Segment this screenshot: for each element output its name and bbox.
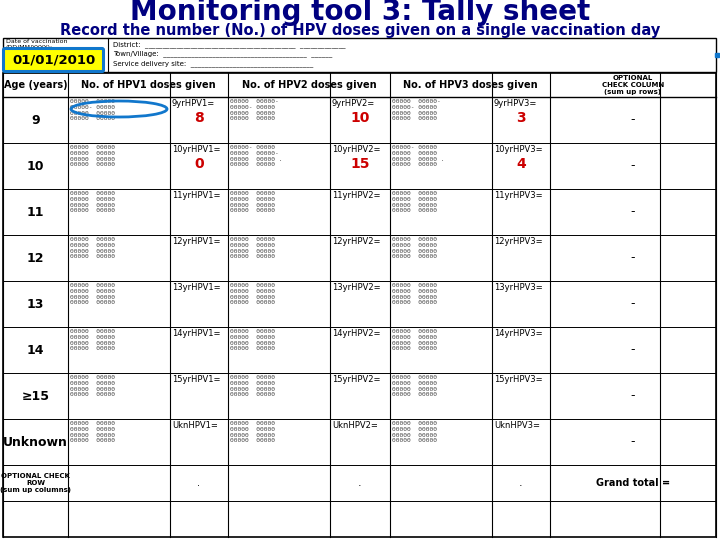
Text: 00000  00000
00000  00000
00000  00000
00000  00000: 00000 00000 00000 00000 00000 00000 0000… <box>230 237 275 259</box>
Text: 4: 4 <box>516 157 526 171</box>
Text: 11yrHPV1=: 11yrHPV1= <box>172 191 220 200</box>
Text: 15yrHPV3=: 15yrHPV3= <box>494 375 543 384</box>
Text: 00000  00000
00000  00000
00000  00000
00000  00000: 00000 00000 00000 00000 00000 00000 0000… <box>70 421 115 443</box>
Text: Unknown: Unknown <box>3 435 68 449</box>
Text: 00000  00000
00000  00000
00000  00000
00000  00000: 00000 00000 00000 00000 00000 00000 0000… <box>70 329 115 352</box>
Text: 9yrHPV2=: 9yrHPV2= <box>332 99 375 108</box>
Text: 9: 9 <box>31 113 40 126</box>
Text: 00000  00000
00000  00000
00000  00000
00000  00000: 00000 00000 00000 00000 00000 00000 0000… <box>392 375 437 397</box>
Text: 00000  00000
00000  00000
00000  00000
00000  00000: 00000 00000 00000 00000 00000 00000 0000… <box>392 237 437 259</box>
Text: No. of HPV3 doses given: No. of HPV3 doses given <box>402 80 537 90</box>
Text: 00000  00000
00000  00000
00000  00000
00000  00000: 00000 00000 00000 00000 00000 00000 0000… <box>230 283 275 306</box>
Text: 10: 10 <box>27 159 44 172</box>
Text: Service delivery site:  ___________________________________: Service delivery site: _________________… <box>113 60 313 67</box>
Text: 00000  00000
00000  00000
00000  00000
00000  00000: 00000 00000 00000 00000 00000 00000 0000… <box>70 375 115 397</box>
Text: UknHPV3=: UknHPV3= <box>494 421 540 430</box>
Text: UknHPV2=: UknHPV2= <box>332 421 378 430</box>
Text: 3: 3 <box>516 111 526 125</box>
Text: Date of vaccination
(DD/MM/YYYY):: Date of vaccination (DD/MM/YYYY): <box>6 39 68 50</box>
Text: -: - <box>631 113 635 126</box>
Text: 12yrHPV3=: 12yrHPV3= <box>494 237 543 246</box>
Text: .: . <box>197 478 200 488</box>
Text: 00000  00000
00000  00000
00000  00000
00000  00000: 00000 00000 00000 00000 00000 00000 0000… <box>392 191 437 213</box>
Bar <box>3 73 716 537</box>
Text: -: - <box>631 435 635 449</box>
Text: 8: 8 <box>194 111 204 125</box>
Text: 01/01/2010: 01/01/2010 <box>12 53 96 66</box>
Text: 00000  00000
00000  00000
00000  00000
00000  00000: 00000 00000 00000 00000 00000 00000 0000… <box>70 237 115 259</box>
Text: 00000  00000
00000  00000
00000  00000
00000  00000: 00000 00000 00000 00000 00000 00000 0000… <box>70 145 115 167</box>
Text: Record the number (No.) of HPV doses given on a single vaccination day: Record the number (No.) of HPV doses giv… <box>60 24 660 38</box>
Text: ≥15: ≥15 <box>22 389 50 402</box>
Text: 00000  00000
00000  00000
00000  00000
00000  00000: 00000 00000 00000 00000 00000 00000 0000… <box>230 191 275 213</box>
Text: 00000  00000
00000  00000
00000  00000
00000  00000: 00000 00000 00000 00000 00000 00000 0000… <box>392 421 437 443</box>
Text: 00000  00000-
00000- 00000
00000  00000
00000  00000: 00000 00000- 00000- 00000 00000 00000 00… <box>70 99 119 122</box>
Text: 10yrHPV3=: 10yrHPV3= <box>494 145 543 154</box>
Text: 10yrHPV2=: 10yrHPV2= <box>332 145 380 154</box>
Text: 9yrHPV3=: 9yrHPV3= <box>494 99 537 108</box>
Text: 0: 0 <box>194 157 204 171</box>
Text: Age (years): Age (years) <box>4 80 67 90</box>
Text: -: - <box>631 206 635 219</box>
Text: Town/Village:  _________________________________________  ______: Town/Village: __________________________… <box>113 51 332 57</box>
Text: Grand total =: Grand total = <box>596 478 670 488</box>
Text: 11: 11 <box>27 206 44 219</box>
Text: -: - <box>631 343 635 356</box>
Text: 9yrHPV1=: 9yrHPV1= <box>172 99 215 108</box>
Text: 00000  00000
00000  00000
00000  00000
00000  00000: 00000 00000 00000 00000 00000 00000 0000… <box>230 329 275 352</box>
Text: 00000  00000
00000  00000
00000  00000
00000  00000: 00000 00000 00000 00000 00000 00000 0000… <box>70 283 115 306</box>
Text: 11yrHPV3=: 11yrHPV3= <box>494 191 543 200</box>
Text: 13yrHPV3=: 13yrHPV3= <box>494 283 543 292</box>
Text: 10: 10 <box>351 111 369 125</box>
Text: 13yrHPV1=: 13yrHPV1= <box>172 283 220 292</box>
Text: 14yrHPV2=: 14yrHPV2= <box>332 329 380 338</box>
Text: District:  ___________________________________________  _____________: District: ______________________________… <box>113 41 346 48</box>
Text: 00000  00000
00000  00000
00000  00000
00000  00000: 00000 00000 00000 00000 00000 00000 0000… <box>230 375 275 397</box>
Text: 00000  00000
00000  00000
00000  00000
00000  00000: 00000 00000 00000 00000 00000 00000 0000… <box>230 421 275 443</box>
Text: 00000  00000
00000  00000
00000  00000
00000  00000: 00000 00000 00000 00000 00000 00000 0000… <box>392 329 437 352</box>
Text: 14: 14 <box>27 343 44 356</box>
Text: 11yrHPV2=: 11yrHPV2= <box>332 191 380 200</box>
Text: Monitoring tool 3: Tally sheet: Monitoring tool 3: Tally sheet <box>130 0 590 26</box>
Text: No. of HPV2 doses given: No. of HPV2 doses given <box>242 80 377 90</box>
Text: 10yrHPV1=: 10yrHPV1= <box>172 145 220 154</box>
Text: 15: 15 <box>350 157 370 171</box>
Text: 00000  00000-
00000- 00000
00000  00000
00000  00000: 00000 00000- 00000- 00000 00000 00000 00… <box>230 99 279 122</box>
Text: 13yrHPV2=: 13yrHPV2= <box>332 283 381 292</box>
Text: UknHPV1=: UknHPV1= <box>172 421 218 430</box>
Text: 14yrHPV1=: 14yrHPV1= <box>172 329 220 338</box>
Bar <box>3 38 716 72</box>
Text: OPTIONAL CHECK
ROW
(sum up columns): OPTIONAL CHECK ROW (sum up columns) <box>0 473 71 493</box>
Text: 00000- 00000
00000  00000-
00000  00000 .
00000  00000: 00000- 00000 00000 00000- 00000 00000 . … <box>230 145 282 167</box>
Text: .: . <box>358 478 362 488</box>
Text: -: - <box>631 298 635 310</box>
Text: 15yrHPV2=: 15yrHPV2= <box>332 375 380 384</box>
Text: OPTIONAL
CHECK COLUMN
(sum up rows): OPTIONAL CHECK COLUMN (sum up rows) <box>602 75 664 95</box>
FancyBboxPatch shape <box>4 49 104 71</box>
Text: 15yrHPV1=: 15yrHPV1= <box>172 375 220 384</box>
Text: -: - <box>631 389 635 402</box>
Text: 00000- 00000
00000  00000
00000  00000 .
00000  00000: 00000- 00000 00000 00000 00000 00000 . 0… <box>392 145 444 167</box>
Text: .: . <box>519 478 523 488</box>
Text: 12yrHPV2=: 12yrHPV2= <box>332 237 380 246</box>
Text: 12yrHPV1=: 12yrHPV1= <box>172 237 220 246</box>
Text: 00000  00000-
00000- 00000
00000  00000
00000  00000: 00000 00000- 00000- 00000 00000 00000 00… <box>392 99 441 122</box>
Text: 14yrHPV3=: 14yrHPV3= <box>494 329 543 338</box>
Text: -: - <box>631 159 635 172</box>
Text: 00000  00000
00000  00000
00000  00000
00000  00000: 00000 00000 00000 00000 00000 00000 0000… <box>70 191 115 213</box>
Text: No. of HPV1 doses given: No. of HPV1 doses given <box>81 80 215 90</box>
Text: -: - <box>631 252 635 265</box>
Text: 12: 12 <box>27 252 44 265</box>
Text: 13: 13 <box>27 298 44 310</box>
Text: 00000  00000
00000  00000
00000  00000
00000  00000: 00000 00000 00000 00000 00000 00000 0000… <box>392 283 437 306</box>
